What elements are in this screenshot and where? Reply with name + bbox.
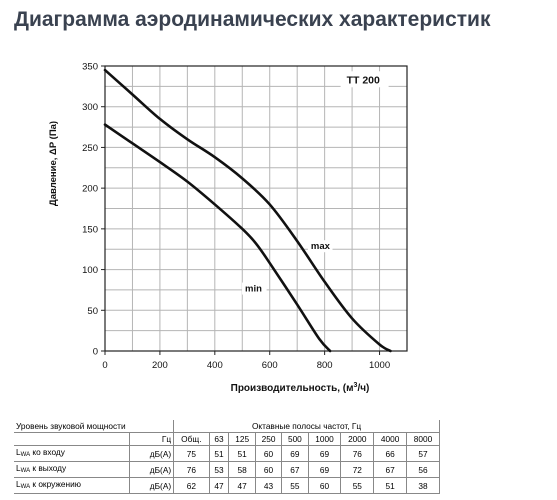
- table-cell: 47: [228, 477, 256, 494]
- page-title: Диаграмма аэродинамических характеристик: [14, 8, 491, 31]
- x-tick-label: 0: [102, 360, 107, 371]
- pressure-flow-chart: 0 200 400 600 800 1000 0 50 100 150 200 250 300 350 ma…: [48, 62, 408, 395]
- x-tick-label: 600: [262, 360, 278, 371]
- table-header-left: Уровень звуковой мощности: [14, 420, 175, 433]
- model-label: TT 200: [347, 74, 380, 86]
- y-tick-label: 250: [82, 143, 98, 154]
- table-row-unit: дБ(А): [129, 445, 175, 462]
- row-label-rest: к окружению: [30, 479, 81, 489]
- table-row: LWA ко входу дБ(А) 75 51 51 60 69 69 76 66 57: [14, 445, 440, 462]
- y-tick-label: 200: [82, 184, 98, 195]
- row-label-sub: WA: [20, 484, 31, 490]
- table-cell: 72: [340, 461, 375, 478]
- row-label-sub: WA: [20, 468, 31, 474]
- x-axis-label-end: /ч): [357, 383, 369, 394]
- y-tick-label: 300: [82, 102, 98, 113]
- table-row-label: LWA к выходу: [14, 461, 131, 478]
- chart-grid: [105, 66, 407, 351]
- series-label-min: min: [245, 284, 262, 295]
- row-label-main: L: [16, 447, 21, 457]
- table-band-header: 8000: [406, 432, 440, 446]
- table-row-total: 76: [173, 461, 210, 478]
- table-cell: 51: [208, 445, 230, 462]
- table-row-unit: дБ(А): [129, 461, 175, 478]
- table-header-right: Октавные полосы частот, Гц: [173, 420, 440, 433]
- series-label-max: max: [311, 241, 331, 252]
- table-band-header: 125: [228, 432, 256, 446]
- table-band-header: 1000: [307, 432, 342, 446]
- table-cell: 60: [254, 461, 283, 478]
- chart-axes: [101, 65, 408, 355]
- chart-curves: [103, 68, 392, 353]
- table-total-header: Общ.: [173, 432, 210, 446]
- table-header-row: Уровень звуковой мощности Октавные полос…: [14, 420, 440, 433]
- table-cell: 38: [406, 477, 440, 494]
- table-band-header: 500: [281, 432, 309, 446]
- sound-power-table: Уровень звуковой мощности Октавные полос…: [14, 420, 440, 494]
- table-cell: 51: [373, 477, 408, 494]
- y-axis-label: Давление, ΔP (Па): [48, 121, 59, 206]
- row-label-rest: ко входу: [30, 447, 65, 457]
- chart-labels: 0 200 400 600 800 1000 0 50 100 150 200 250 300 350 ma…: [48, 62, 390, 395]
- x-tick-label: 400: [207, 360, 223, 371]
- table-cell: 55: [340, 477, 375, 494]
- table-band-row: Гц Общ. 63 125 250 500 1000 2000 4000 8000: [14, 432, 440, 446]
- table-cell: 60: [307, 477, 342, 494]
- table-unit-header: Гц: [129, 432, 175, 446]
- table-cell: 69: [307, 461, 342, 478]
- table-row-total: 75: [173, 445, 210, 462]
- curve-max: [103, 68, 392, 353]
- model-label-bg: [340, 71, 389, 88]
- table-cell: 67: [281, 461, 309, 478]
- y-tick-label: 150: [82, 224, 98, 235]
- table-row-unit: дБ(А): [129, 477, 175, 494]
- table-cell: 57: [406, 445, 440, 462]
- table-row-label: LWA к окружению: [14, 477, 131, 494]
- x-tick-label: 1000: [369, 360, 390, 371]
- table-cell: 60: [254, 445, 283, 462]
- curve-min: [103, 123, 332, 353]
- table-band-header: 2000: [340, 432, 375, 446]
- table-row: LWA к окружению дБ(А) 62 47 47 43 55 60 55 51 38: [14, 477, 440, 494]
- plot-frame: [104, 65, 408, 352]
- row-label-rest: к выходу: [30, 463, 67, 473]
- table-cell: 43: [254, 477, 283, 494]
- row-label-main: L: [16, 479, 21, 489]
- y-tick-label: 100: [82, 265, 98, 276]
- table-empty-cell: [14, 432, 131, 446]
- table-cell: 69: [307, 445, 342, 462]
- table-cell: 58: [228, 461, 256, 478]
- table-band-header: 63: [208, 432, 230, 446]
- table-cell: 55: [281, 477, 309, 494]
- x-tick-label: 800: [317, 360, 333, 371]
- row-label-main: L: [16, 463, 21, 473]
- table-cell: 56: [406, 461, 440, 478]
- table-cell: 47: [208, 477, 230, 494]
- table-cell: 53: [208, 461, 230, 478]
- x-axis-label-sup: 3: [354, 382, 358, 389]
- series-label-bg: [307, 240, 333, 253]
- y-tick-label: 50: [87, 306, 98, 317]
- x-axis-label: Производительность, (м3/ч): [231, 382, 370, 394]
- table-cell: 51: [228, 445, 256, 462]
- x-axis-label-main: Производительность, (м: [231, 383, 354, 394]
- table-band-header: 250: [254, 432, 283, 446]
- row-label-sub: WA: [20, 452, 31, 458]
- table-cell: 67: [373, 461, 408, 478]
- table-cell: 69: [281, 445, 309, 462]
- table-row-label: LWA ко входу: [14, 445, 131, 462]
- y-tick-label: 350: [82, 62, 98, 73]
- table-cell: 66: [373, 445, 408, 462]
- table-row: LWA к выходу дБ(А) 76 53 58 60 67 69 72 67 56: [14, 461, 440, 478]
- table-band-header: 4000: [373, 432, 408, 446]
- y-tick-label: 0: [93, 347, 98, 358]
- x-tick-label: 200: [152, 360, 168, 371]
- series-label-bg: [242, 282, 267, 295]
- table-row-total: 62: [173, 477, 210, 494]
- table-cell: 76: [340, 445, 375, 462]
